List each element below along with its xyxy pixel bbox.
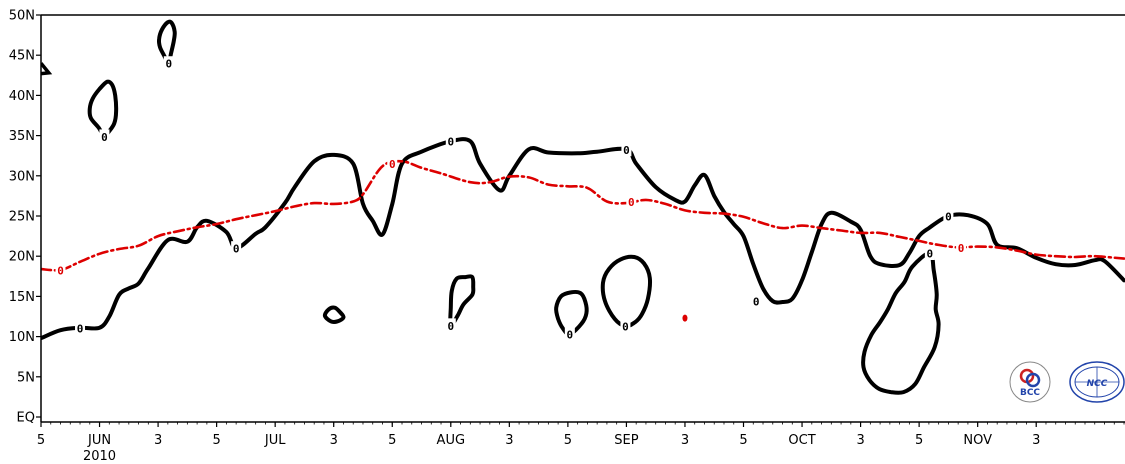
closed-contour-label-bg (99, 129, 110, 144)
closed-contour-6 (600, 254, 652, 329)
x-tick-label: 3 (154, 433, 162, 448)
black-contour-label: 0 (623, 144, 630, 157)
x-tick-label: 5 (388, 433, 396, 448)
black-contour-label: 0 (753, 296, 760, 309)
x-tick-label: 5 (739, 433, 747, 448)
x-tick-label: 5 (915, 433, 923, 448)
bcc-logo-text: BCC (1020, 388, 1040, 398)
closed-contour-1 (87, 79, 119, 139)
black-contour-label-bg (75, 320, 86, 335)
black-contour-label-bg (751, 294, 762, 309)
closed-contour-label: 0 (567, 329, 574, 342)
red-contour-label: 0 (57, 264, 64, 277)
red-contour-label: 0 (389, 158, 396, 171)
closed-contour-7 (861, 251, 941, 395)
y-tick-label: 10N (9, 330, 35, 345)
x-tick-label: 3 (505, 433, 513, 448)
closed-contour-4 (448, 274, 476, 328)
x-tick-label: SEP (614, 433, 638, 448)
y-tick-label: 25N (9, 210, 35, 225)
y-tick-label: 35N (9, 129, 35, 144)
year-label: 2010 (83, 449, 116, 464)
closed-contour-label-bg (924, 245, 935, 260)
y-tick-label: 20N (9, 250, 35, 265)
closed-contour-label: 0 (101, 131, 108, 144)
red-contour-label-bg (626, 194, 637, 209)
x-tick-label: 3 (856, 433, 864, 448)
black-contour-label-bg (231, 241, 242, 256)
red-zero-contour-line (41, 159, 1125, 272)
closed-contour-5 (554, 289, 589, 337)
closed-contour-label: 0 (622, 321, 629, 334)
black-contour-label-bg (445, 134, 456, 149)
ncc-logo-text: NCC (1087, 379, 1108, 389)
closed-contour-label-bg (564, 327, 575, 342)
closed-contour-label: 0 (447, 320, 454, 333)
x-tick-label: JUL (264, 433, 286, 448)
red-contour-dot (682, 314, 688, 322)
black-contour-label-bg (943, 209, 954, 223)
edge-contour-fragment (41, 62, 53, 76)
contour-lines (41, 19, 1125, 395)
x-tick-label: OCT (788, 433, 815, 448)
black-contour-label-bg (621, 142, 632, 157)
black-zero-contour-line (41, 137, 1125, 341)
red-contour-label: 0 (628, 196, 635, 209)
y-tick-label: EQ (17, 411, 35, 426)
ncc-logo: NCC (1069, 361, 1125, 403)
closed-contour-label-bg (445, 318, 456, 333)
black-contour-label: 0 (77, 322, 84, 335)
closed-contour-label: 0 (166, 58, 173, 71)
x-tick-label: 5 (212, 433, 220, 448)
x-tick-label: NOV (963, 433, 992, 448)
y-tick-label: 50N (9, 9, 35, 24)
logos: BCC NCC (1009, 361, 1125, 403)
black-contour-label: 0 (233, 243, 240, 256)
x-tick-label: 5 (564, 433, 572, 448)
y-tick-label: 40N (9, 89, 35, 104)
y-tick-label: 15N (9, 290, 35, 305)
y-tick-label: 5N (17, 370, 35, 385)
axes: EQ 5N 10N 15N 20N 25N 30N 35N 40N 45N 50N 5 JUN 3 5 JUL… (9, 9, 1125, 464)
x-tick-label: AUG (437, 433, 465, 448)
x-tick-label: 3 (1032, 433, 1040, 448)
red-contour-label-bg (956, 240, 967, 255)
red-contour-label-bg (387, 156, 398, 171)
closed-contour-label: 0 (927, 247, 934, 260)
red-contour-label: 0 (958, 242, 965, 255)
closed-contour-2 (156, 19, 177, 66)
closed-contour-label-bg (163, 56, 174, 71)
x-tick-label: 3 (330, 433, 338, 448)
bcc-logo: BCC (1009, 361, 1051, 403)
x-tick-label: 3 (681, 433, 689, 448)
closed-contour-label-bg (620, 319, 631, 334)
black-contour-label: 0 (447, 136, 454, 149)
contour-labels: 0 0 0 0 0 0 0 0 0 0 0 0 0 0 0 0 (55, 56, 967, 342)
red-contour-label-bg (55, 262, 66, 277)
x-tick-label: JUN (87, 433, 111, 448)
x-tick-label: 5 (37, 433, 45, 448)
y-tick-label: 30N (9, 169, 35, 184)
y-tick-label: 45N (9, 49, 35, 64)
closed-contour-3 (322, 305, 346, 324)
black-contour-label: 0 (945, 211, 952, 224)
